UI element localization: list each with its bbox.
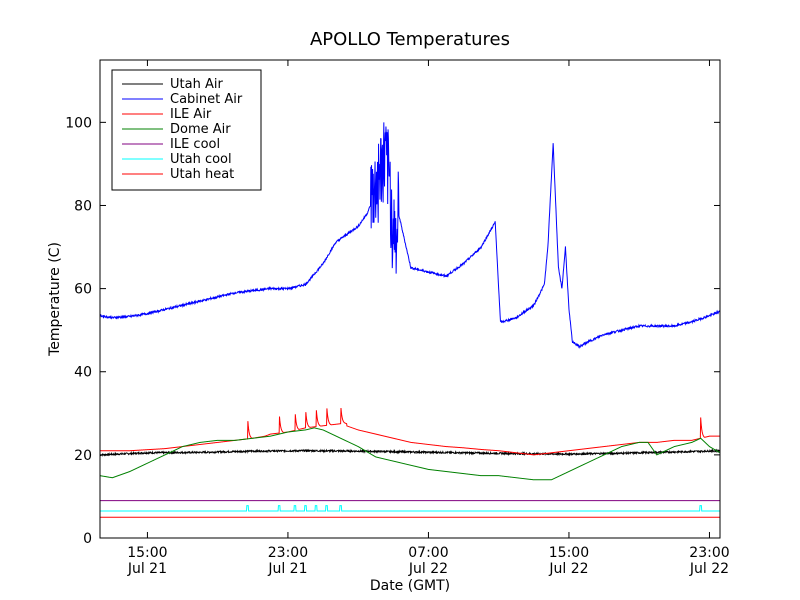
y-tick-label: 20 bbox=[74, 448, 92, 464]
x-axis-label: Date (GMT) bbox=[370, 578, 450, 594]
y-axis-label: Temperature (C) bbox=[47, 242, 63, 357]
x-tick-label-time: 07:00 bbox=[408, 545, 448, 561]
x-tick-label-time: 23:00 bbox=[268, 545, 308, 561]
series-layer bbox=[99, 122, 721, 518]
legend-label: Cabinet Air bbox=[170, 92, 243, 107]
y-tick-label: 80 bbox=[74, 198, 92, 214]
x-tick-label-date: Jul 22 bbox=[548, 561, 588, 577]
plot-frame bbox=[99, 59, 721, 539]
series-line-dome-air bbox=[99, 427, 721, 481]
series-line-ile-air bbox=[100, 407, 720, 456]
y-tick-label: 60 bbox=[74, 282, 92, 298]
x-tick-label-time: 23:00 bbox=[689, 545, 729, 561]
x-tick-label-date: Jul 22 bbox=[689, 561, 729, 577]
x-tick-label-time: 15:00 bbox=[127, 545, 167, 561]
legend-label: ILE Air bbox=[170, 107, 212, 122]
legend-label: Utah cool bbox=[170, 152, 232, 167]
legend-label: Utah heat bbox=[170, 167, 234, 182]
x-tick-label-time: 15:00 bbox=[549, 545, 589, 561]
legend-label: Utah Air bbox=[170, 77, 223, 92]
series-line-utah-cool bbox=[100, 505, 720, 512]
y-tick-label: 40 bbox=[74, 365, 92, 381]
chart-title: APOLLO Temperatures bbox=[310, 29, 510, 50]
series-line-utah-air bbox=[99, 448, 721, 457]
x-tick-label-date: Jul 22 bbox=[408, 561, 448, 577]
legend-label: Dome Air bbox=[170, 122, 231, 137]
legend-label: ILE cool bbox=[170, 137, 220, 152]
x-tick-label-date: Jul 21 bbox=[127, 561, 167, 577]
legend-box bbox=[111, 69, 262, 191]
series-line-cabinet-air bbox=[99, 122, 721, 349]
y-tick-label: 100 bbox=[65, 115, 92, 131]
y-tick-label: 0 bbox=[83, 531, 92, 547]
x-tick-label-date: Jul 21 bbox=[267, 561, 307, 577]
